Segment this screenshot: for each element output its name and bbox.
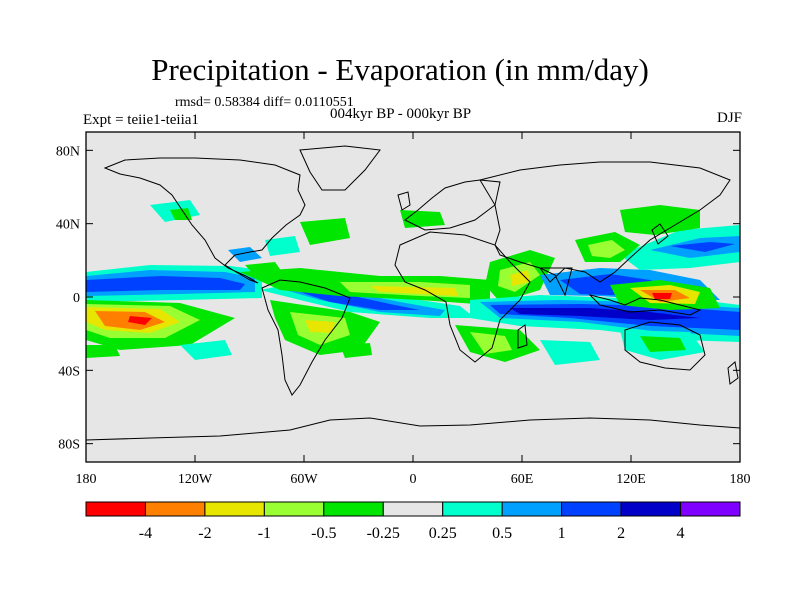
coast-europe <box>404 179 501 231</box>
contour-gulf-mexico-1 <box>245 262 282 276</box>
contour-n-atlantic-storm <box>300 218 350 245</box>
season-label: DJF <box>716 110 742 126</box>
coastlines <box>86 145 740 441</box>
y-tick-label: 80N <box>56 144 80 159</box>
colorbar-swatch <box>561 501 622 517</box>
contour-indian-pacific-wet-3 <box>510 308 700 320</box>
y-tick-label: 40N <box>56 218 80 233</box>
y-tick-label: 0 <box>73 291 80 306</box>
contour-nw-pacific-storm-3 <box>620 205 700 235</box>
colorbar-label: 0.5 <box>492 525 512 542</box>
contour-s-africa-1 <box>470 332 512 354</box>
colorbar-swatch <box>204 501 265 517</box>
coast-india <box>539 267 573 297</box>
colorbar-label: 1 <box>558 525 566 542</box>
contour-pacific-itcz-2 <box>86 276 245 292</box>
colorbar-swatch <box>263 501 325 517</box>
coast-uk <box>397 191 411 211</box>
coast-australia <box>624 321 706 371</box>
x-tick-label: 60W <box>290 472 318 487</box>
x-tick-label: 120E <box>616 472 646 487</box>
field-contours <box>86 200 740 365</box>
contour-s-pacific-1 <box>340 343 372 358</box>
x-tick-label: 0 <box>410 472 417 487</box>
contour-se-pacific-dry-4 <box>128 316 152 325</box>
contour-sam-atl-band-2 <box>300 292 420 310</box>
coast-madagascar <box>517 324 528 349</box>
x-tick-label: 60E <box>511 472 534 487</box>
plot-title: Precipitation - Evaporation (in mm/day) <box>151 52 649 87</box>
contour-s-pacific <box>180 340 232 360</box>
contour-s-pacific-2 <box>86 345 120 358</box>
colorbar-swatch <box>442 501 503 517</box>
experiment-label: Expt = teiie1-teiia1 <box>83 112 199 128</box>
colorbar-swatch <box>323 501 384 517</box>
colorbar: -4 -2 -1 -0.5 -0.25 0.25 0.5 1 2 4 <box>85 501 741 542</box>
axis-ticks: 180 120W 60W 0 60E 120E 180 80N 40N 0 40S 80S <box>56 132 751 487</box>
x-tick-label: 180 <box>76 472 97 487</box>
coast-africa <box>394 231 531 363</box>
colorbar-label: -1 <box>258 525 271 542</box>
stats-text: rmsd= 0.58384 diff= 0.0110551 <box>175 95 354 110</box>
colorbar-swatch <box>85 501 146 517</box>
contour-n-atlantic-storm-2 <box>265 236 300 256</box>
coast-indonesia <box>588 294 702 316</box>
coast-japan <box>651 223 669 245</box>
colorbar-swatch <box>620 501 682 517</box>
contour-gulf-mexico <box>228 247 262 262</box>
contour-ne-africa-dry-2 <box>510 270 530 286</box>
y-tick-label: 80S <box>58 438 80 453</box>
contour-amazon-dry-2 <box>305 320 335 333</box>
colorbar-label: 4 <box>677 525 685 542</box>
contour-east-asia-1 <box>588 240 625 258</box>
colorbar-label: 0.25 <box>429 525 457 542</box>
colorbar-label: -2 <box>198 525 211 542</box>
contour-maritime-dry-3 <box>652 293 672 299</box>
colorbar-swatch <box>501 501 563 517</box>
colorbar-label: 2 <box>617 525 625 542</box>
contour-australia-1 <box>640 336 686 352</box>
colorbar-label: -0.25 <box>367 525 400 542</box>
x-tick-label: 180 <box>730 472 751 487</box>
colorbar-label: -4 <box>139 525 152 542</box>
coast-north-america <box>103 157 306 284</box>
colorbar-label: -0.5 <box>311 525 336 542</box>
coast-antarctica <box>86 417 740 441</box>
coast-greenland <box>299 145 381 191</box>
contour-nw-pacific-storm-2 <box>670 242 735 252</box>
y-tick-label: 40S <box>58 364 80 379</box>
x-tick-label: 120W <box>178 472 213 487</box>
coast-asia <box>479 161 731 283</box>
colorbar-swatch <box>144 501 206 517</box>
contour-natl-africa-dry-2 <box>370 286 458 296</box>
contour-s-africa-2 <box>540 340 600 365</box>
coast-new-zealand <box>727 361 739 385</box>
coast-south-america <box>261 279 351 396</box>
colorbar-swatch <box>680 501 741 517</box>
colorbar-swatch <box>382 501 444 517</box>
period-label: 004kyr BP - 000kyr BP <box>330 106 472 122</box>
